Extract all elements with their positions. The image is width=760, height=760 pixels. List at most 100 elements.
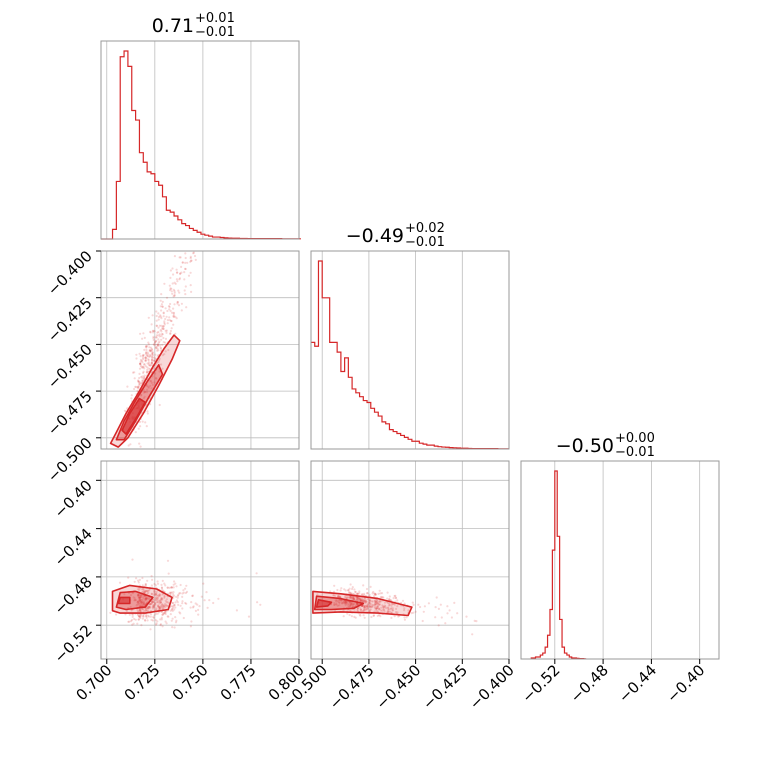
scatter-point [143,391,147,394]
scatter-point [359,598,362,602]
scatter-point [145,425,148,428]
scatter-point [423,605,426,608]
scatter-point [181,595,184,599]
scatter-point [203,599,206,602]
scatter-point [378,608,381,611]
scatter-point [172,583,175,586]
scatter-point [392,597,395,600]
scatter-point [386,601,389,605]
scatter-point [136,588,139,591]
scatter-point [150,387,153,390]
scatter-point [403,607,406,610]
scatter-point [139,610,142,613]
scatter-point [434,616,437,619]
scatter-point [412,611,415,614]
scatter-point [173,604,176,607]
scatter-point [403,602,406,605]
scatter-point [365,600,368,603]
scatter-point [417,603,420,606]
scatter-point [149,331,152,334]
scatter-point [351,586,354,589]
scatter-point [151,352,154,355]
scatter-point [437,624,440,627]
scatter-point [147,355,150,358]
scatter-point [347,589,350,592]
scatter-point [158,359,161,362]
scatter-point [153,341,156,344]
scatter-point [359,599,362,602]
scatter-point [380,592,384,595]
scatter-point [156,597,159,600]
scatter-point [354,616,357,619]
scatter-point [143,374,146,377]
scatter-point [157,312,160,315]
scatter-point [365,606,368,609]
scatter-point [142,601,145,604]
scatter-point [152,335,155,338]
scatter-point [473,619,476,623]
contour-level-3 [121,397,146,435]
scatter-point [159,315,162,318]
scatter-point [141,576,144,580]
scatter-point [344,600,347,604]
histogram-panel-p2 [520,460,720,660]
scatter-point [141,366,144,369]
scatter-point [362,609,366,612]
scatter-point [160,317,163,320]
scatter-point [150,380,153,383]
scatter-point [150,381,153,384]
scatter-point [169,269,172,272]
scatter-point [168,591,172,594]
scatter-point [151,356,154,359]
scatter-point [182,589,185,592]
x-tick-label: −0.425 [419,661,471,713]
scatter-point [165,329,168,332]
scatter-point [151,351,154,354]
scatter-point [364,602,367,605]
scatter-point [164,307,167,310]
scatter-point [365,604,368,607]
scatter-point [156,345,159,348]
scatter-point [181,261,184,264]
scatter-point [189,257,192,260]
scatter-point [138,380,141,383]
scatter-point [150,592,153,596]
scatter-point [172,586,175,589]
scatter-point [356,607,359,611]
x-tick-label: −0.475 [326,661,378,713]
x-tick-label: −0.450 [372,661,424,713]
scatter-point [161,593,164,596]
scatter-point [370,603,373,606]
scatter-point [156,620,159,623]
scatter-point [174,606,177,609]
scatter-point [144,583,147,586]
scatter-point [163,321,166,325]
scatter-point [154,357,157,360]
scatter-point [141,584,144,587]
scatter-point [175,317,178,320]
scatter-point [181,602,184,605]
scatter-point [142,589,145,592]
scatter-point [375,600,378,603]
scatter-point [150,362,154,365]
scatter-point [147,605,150,608]
scatter-point [149,603,152,606]
y-tick-label: −0.450 [44,340,96,392]
y-tick-label: −0.48 [51,573,96,618]
scatter-point [158,335,161,338]
scatter-point [138,598,142,601]
scatter-point [334,594,337,598]
scatter-point [335,600,338,603]
scatter-point [164,620,167,623]
scatter-point [172,311,175,314]
scatter-point [137,386,140,389]
scatter-point [165,604,168,607]
scatter-point [373,592,376,595]
scatter-point [132,371,135,374]
scatter-point [184,252,187,255]
scatter-point [144,615,148,618]
scatter-point [154,597,157,600]
scatter-point [150,575,153,578]
scatter-point [350,602,353,605]
scatter-point [132,622,135,625]
